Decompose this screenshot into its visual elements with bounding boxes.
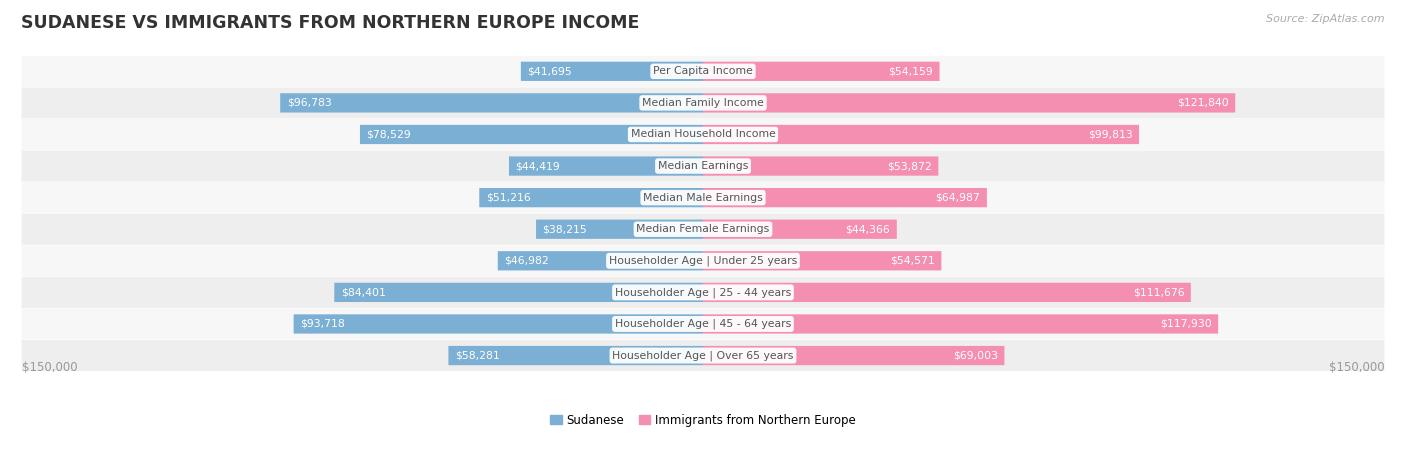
Text: $150,000: $150,000 — [21, 361, 77, 374]
FancyBboxPatch shape — [21, 182, 1385, 213]
Text: $96,783: $96,783 — [287, 98, 332, 108]
Text: Householder Age | Over 65 years: Householder Age | Over 65 years — [612, 350, 794, 361]
Text: Median Family Income: Median Family Income — [643, 98, 763, 108]
FancyBboxPatch shape — [520, 62, 703, 81]
Text: $93,718: $93,718 — [299, 319, 344, 329]
FancyBboxPatch shape — [335, 283, 703, 302]
FancyBboxPatch shape — [21, 245, 1385, 276]
FancyBboxPatch shape — [21, 214, 1385, 245]
Legend: Sudanese, Immigrants from Northern Europe: Sudanese, Immigrants from Northern Europ… — [550, 414, 856, 426]
Text: $58,281: $58,281 — [456, 351, 499, 361]
Text: $69,003: $69,003 — [953, 351, 998, 361]
Text: $64,987: $64,987 — [935, 192, 980, 203]
FancyBboxPatch shape — [703, 283, 1191, 302]
FancyBboxPatch shape — [703, 62, 939, 81]
Text: $51,216: $51,216 — [486, 192, 530, 203]
FancyBboxPatch shape — [703, 156, 938, 176]
Text: Source: ZipAtlas.com: Source: ZipAtlas.com — [1267, 14, 1385, 24]
FancyBboxPatch shape — [21, 340, 1385, 371]
FancyBboxPatch shape — [536, 219, 703, 239]
FancyBboxPatch shape — [360, 125, 703, 144]
FancyBboxPatch shape — [21, 56, 1385, 87]
FancyBboxPatch shape — [703, 125, 1139, 144]
Text: $38,215: $38,215 — [543, 224, 588, 234]
FancyBboxPatch shape — [449, 346, 703, 365]
Text: $46,982: $46,982 — [505, 256, 550, 266]
FancyBboxPatch shape — [21, 277, 1385, 308]
Text: $54,159: $54,159 — [889, 66, 934, 76]
Text: $44,366: $44,366 — [845, 224, 890, 234]
Text: Median Household Income: Median Household Income — [630, 129, 776, 140]
Text: Householder Age | 25 - 44 years: Householder Age | 25 - 44 years — [614, 287, 792, 297]
Text: $54,571: $54,571 — [890, 256, 935, 266]
FancyBboxPatch shape — [21, 150, 1385, 182]
FancyBboxPatch shape — [509, 156, 703, 176]
Text: SUDANESE VS IMMIGRANTS FROM NORTHERN EUROPE INCOME: SUDANESE VS IMMIGRANTS FROM NORTHERN EUR… — [21, 14, 640, 32]
FancyBboxPatch shape — [498, 251, 703, 270]
Text: Householder Age | Under 25 years: Householder Age | Under 25 years — [609, 255, 797, 266]
Text: $78,529: $78,529 — [367, 129, 412, 140]
FancyBboxPatch shape — [703, 346, 1004, 365]
FancyBboxPatch shape — [479, 188, 703, 207]
Text: $53,872: $53,872 — [887, 161, 932, 171]
Text: $44,419: $44,419 — [516, 161, 560, 171]
FancyBboxPatch shape — [703, 219, 897, 239]
Text: Per Capita Income: Per Capita Income — [652, 66, 754, 76]
FancyBboxPatch shape — [703, 314, 1218, 333]
Text: $150,000: $150,000 — [1329, 361, 1385, 374]
Text: $121,840: $121,840 — [1177, 98, 1229, 108]
Text: $99,813: $99,813 — [1088, 129, 1132, 140]
Text: Median Earnings: Median Earnings — [658, 161, 748, 171]
FancyBboxPatch shape — [21, 119, 1385, 150]
Text: Median Female Earnings: Median Female Earnings — [637, 224, 769, 234]
FancyBboxPatch shape — [703, 93, 1236, 113]
Text: $111,676: $111,676 — [1133, 287, 1184, 297]
FancyBboxPatch shape — [294, 314, 703, 333]
Text: $41,695: $41,695 — [527, 66, 572, 76]
FancyBboxPatch shape — [703, 188, 987, 207]
FancyBboxPatch shape — [21, 87, 1385, 118]
FancyBboxPatch shape — [703, 251, 942, 270]
Text: Median Male Earnings: Median Male Earnings — [643, 192, 763, 203]
Text: $84,401: $84,401 — [340, 287, 385, 297]
Text: $117,930: $117,930 — [1160, 319, 1212, 329]
FancyBboxPatch shape — [280, 93, 703, 113]
Text: Householder Age | 45 - 64 years: Householder Age | 45 - 64 years — [614, 318, 792, 329]
FancyBboxPatch shape — [21, 309, 1385, 340]
